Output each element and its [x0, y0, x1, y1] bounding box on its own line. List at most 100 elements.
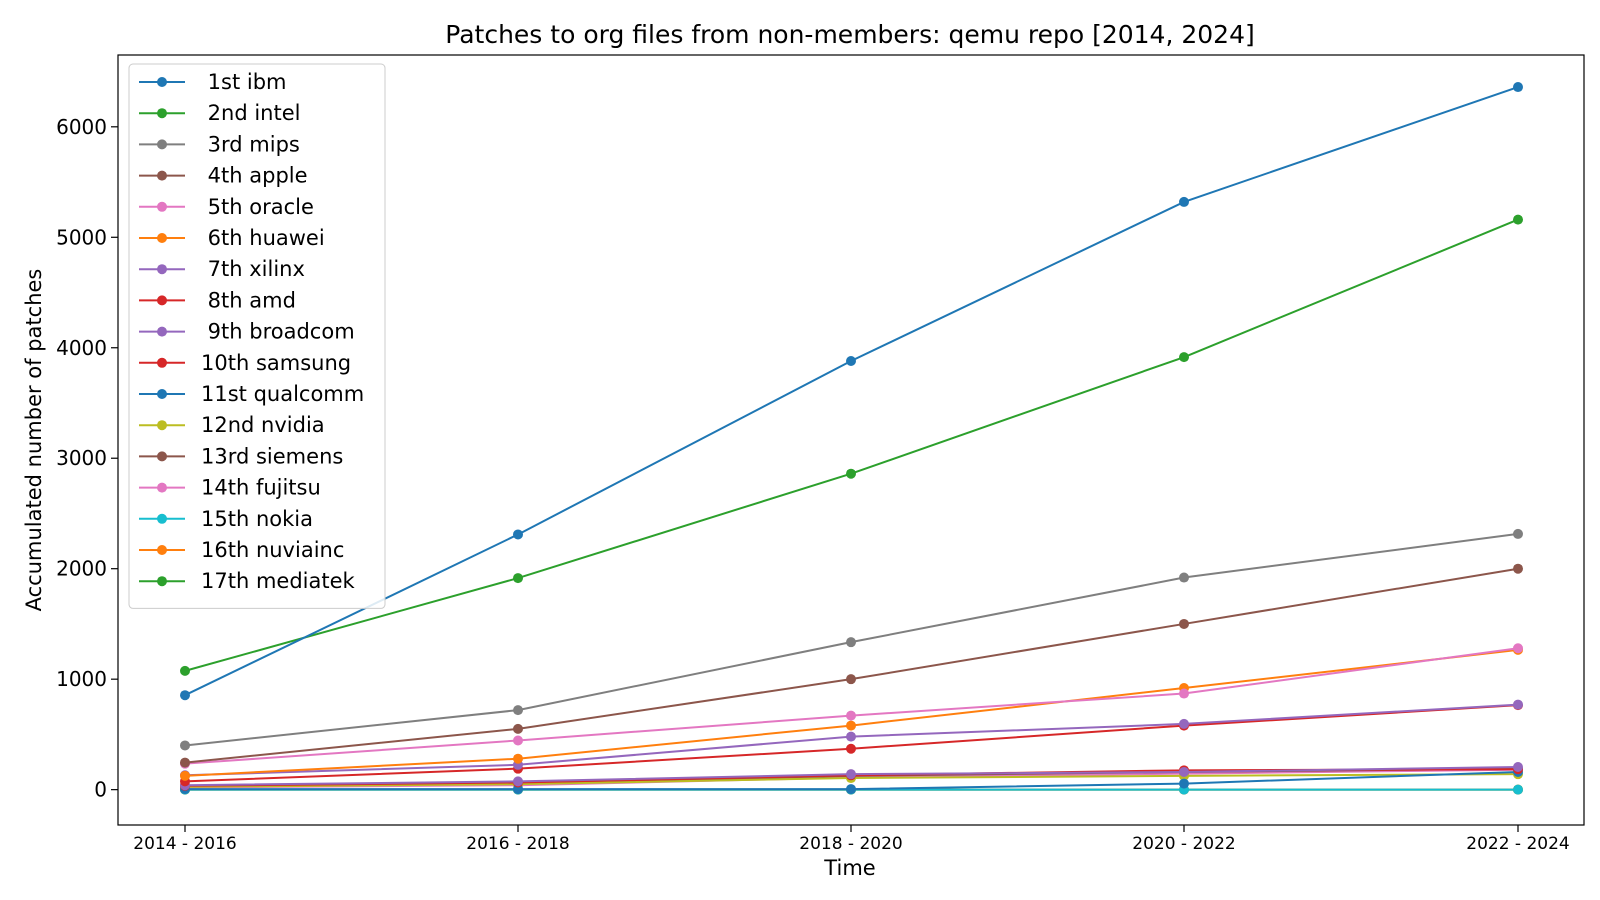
data-point	[1179, 572, 1189, 583]
legend-label: 12nd nvidia	[201, 413, 325, 437]
data-point	[1179, 196, 1189, 207]
data-point	[846, 720, 856, 731]
legend-marker	[157, 139, 167, 150]
legend-label: 16th nuviainc	[201, 538, 344, 562]
legend-item: 6th huawei	[139, 226, 325, 250]
legend-label: 11st qualcomm	[201, 382, 364, 406]
legend-item: 15th nokia	[139, 507, 313, 531]
legend-item: 13rd siemens	[139, 444, 343, 468]
data-point	[513, 573, 523, 584]
y-axis-label: Accumulated number of patches	[22, 269, 46, 612]
chart-title: Patches to org files from non-members: q…	[445, 20, 1254, 49]
legend-label: 13rd siemens	[201, 444, 343, 468]
legend-marker	[157, 108, 167, 119]
legend-label: 17th mediatek	[201, 569, 356, 593]
data-point	[1179, 718, 1189, 729]
legend-marker	[157, 576, 167, 587]
data-point	[1179, 778, 1189, 789]
data-point	[1179, 688, 1189, 699]
legend-label: 14th fujitsu	[201, 476, 321, 500]
legend-item: 8th amd	[139, 288, 296, 312]
legend-label: 9th broadcom	[201, 320, 355, 344]
data-point	[1513, 699, 1523, 710]
legend-marker	[157, 264, 167, 275]
legend-marker	[157, 545, 167, 555]
legend-item: 11st qualcomm	[139, 382, 364, 406]
series-2	[180, 214, 1523, 676]
x-tick-label: 2018 - 2020	[799, 834, 902, 854]
x-tick-label: 2014 - 2016	[133, 834, 236, 854]
legend-marker	[157, 77, 167, 87]
y-tick-label: 1000	[56, 667, 107, 691]
x-tick-label: 2022 - 2024	[1466, 834, 1569, 854]
legend-item: 2nd intel	[139, 101, 300, 125]
x-axis-label: Time	[823, 856, 875, 880]
y-tick-label: 3000	[56, 446, 107, 470]
data-point	[846, 784, 856, 795]
data-point	[1513, 784, 1523, 795]
data-point	[846, 637, 856, 648]
data-point	[513, 705, 523, 716]
legend-marker	[157, 451, 167, 462]
legend-item: 4th apple	[139, 164, 308, 188]
legend-item: 7th xilinx	[139, 257, 305, 281]
series-9	[180, 762, 1523, 791]
data-point	[846, 468, 856, 479]
data-point	[1513, 563, 1523, 574]
legend-label: 6th huawei	[201, 226, 325, 250]
legend-marker	[157, 420, 167, 431]
legend-label: 7th xilinx	[201, 257, 305, 281]
y-tick-label: 0	[94, 778, 107, 802]
legend-marker	[157, 326, 167, 337]
legend-marker	[157, 389, 167, 399]
series-4	[180, 563, 1523, 768]
x-tick-label: 2020 - 2022	[1132, 834, 1235, 854]
legend-marker	[157, 357, 167, 368]
data-point	[1513, 762, 1523, 773]
data-point	[513, 776, 523, 787]
data-point	[180, 770, 190, 781]
y-axis: 0 1000 2000 3000 4000 5000 6000	[56, 115, 118, 802]
x-tick-label: 2016 - 2018	[466, 834, 569, 854]
series-layer	[180, 82, 1523, 795]
legend-item: 9th broadcom	[139, 320, 355, 344]
data-point	[846, 743, 856, 754]
y-tick-label: 5000	[56, 225, 107, 249]
legend-item: 1st ibm	[139, 70, 287, 94]
legend-marker	[157, 482, 167, 493]
data-point	[1513, 82, 1523, 93]
legend-label: 15th nokia	[201, 507, 313, 531]
data-point	[846, 769, 856, 780]
legend-label: 8th amd	[201, 288, 296, 312]
legend-label: 1st ibm	[201, 70, 287, 94]
data-point	[513, 723, 523, 734]
data-point	[1179, 766, 1189, 777]
data-point	[513, 529, 523, 540]
y-tick-label: 4000	[56, 336, 107, 360]
x-axis: 2014 - 2016 2016 - 2018 2018 - 2020 2020 - …	[133, 825, 1570, 854]
y-tick-label: 2000	[56, 557, 107, 581]
data-point	[846, 674, 856, 685]
legend-label: 4th apple	[201, 164, 308, 188]
data-point	[1179, 618, 1189, 629]
series-1	[180, 82, 1523, 701]
data-point	[180, 690, 190, 701]
legend-label: 2nd intel	[201, 101, 300, 125]
legend-marker	[157, 295, 167, 306]
data-point	[846, 710, 856, 721]
data-point	[1513, 643, 1523, 654]
legend-item: 10th samsung	[139, 351, 351, 375]
data-point	[180, 740, 190, 751]
y-tick-label: 6000	[56, 115, 107, 139]
data-point	[1513, 528, 1523, 539]
data-point	[1179, 352, 1189, 363]
legend-box	[128, 63, 386, 609]
legend: 1st ibm 2nd intel 3rd mips 4th apple 5th…	[128, 63, 386, 609]
legend-item: 5th oracle	[139, 195, 314, 219]
legend-marker	[157, 233, 167, 243]
data-point	[180, 757, 190, 768]
series-3	[180, 528, 1523, 751]
data-point	[180, 665, 190, 676]
